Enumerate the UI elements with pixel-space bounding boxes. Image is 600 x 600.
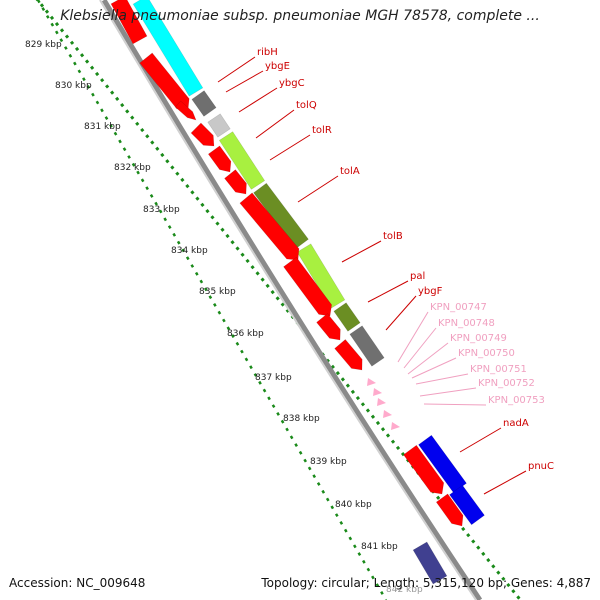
- gene-arrow: [207, 145, 232, 173]
- gene-label[interactable]: tolB: [383, 231, 403, 242]
- leader-line: [225, 70, 264, 93]
- tick-label: 831 kbp: [84, 122, 121, 132]
- tick-label: 842 kbp: [386, 585, 423, 595]
- leader-line: [269, 134, 311, 161]
- tick-label: 835 kbp: [199, 287, 236, 297]
- gene-label[interactable]: tolA: [340, 166, 360, 177]
- leader-line: [407, 342, 449, 375]
- cds-block: [191, 90, 217, 117]
- leader-line: [367, 280, 409, 303]
- tick-label: 840 kbp: [335, 500, 372, 510]
- leader-line: [255, 109, 295, 139]
- gene-label[interactable]: nadA: [503, 418, 529, 429]
- tick-label: 832 kbp: [114, 163, 151, 173]
- gene-arrow: [174, 100, 197, 121]
- tick-label: 837 kbp: [255, 373, 292, 383]
- gene-label[interactable]: KPN_00749: [450, 333, 507, 344]
- tick-labels: 829 kbp 830 kbp 831 kbp 832 kbp 833 kbp 834 k…: [25, 40, 423, 595]
- gene-arrow: [316, 313, 341, 341]
- hypothetical-gene: [377, 398, 386, 406]
- tick-label: 829 kbp: [25, 40, 62, 50]
- cds-block: [412, 541, 448, 585]
- gene-label[interactable]: KPN_00752: [478, 378, 535, 389]
- gene-label[interactable]: ribH: [257, 47, 278, 58]
- gene-label[interactable]: pnuC: [528, 461, 554, 472]
- tick-label: 841 kbp: [361, 542, 398, 552]
- gene-arrow: [190, 122, 215, 147]
- cds-block: [418, 434, 467, 494]
- scale-ring-outer: [35, 0, 523, 600]
- cds-block: [333, 302, 361, 332]
- cds-block: [132, 0, 204, 97]
- leader-line: [411, 357, 457, 379]
- gene-label[interactable]: KPN_00747: [430, 302, 487, 313]
- gene-arrow: [139, 52, 190, 111]
- gene-arrow: [239, 192, 300, 261]
- gene-arrow: [110, 0, 148, 45]
- leader-line: [403, 327, 437, 369]
- cds-block: [349, 325, 385, 367]
- label-leaders: [217, 56, 527, 495]
- tick-label: 833 kbp: [143, 205, 180, 215]
- gene-label[interactable]: KPN_00751: [470, 364, 527, 375]
- leader-line: [415, 373, 469, 385]
- gene-arrow: [403, 444, 445, 495]
- cds-block: [449, 484, 485, 526]
- gene-label[interactable]: KPN_00750: [458, 348, 515, 359]
- leader-line: [423, 403, 487, 406]
- cds-block: [207, 113, 231, 138]
- leader-line: [459, 427, 502, 453]
- hypothetical-gene: [383, 410, 392, 418]
- leader-line: [297, 175, 339, 203]
- tick-label: 836 kbp: [227, 329, 264, 339]
- topology-text: Topology: circular; Length: 5,315,120 bp…: [261, 576, 591, 590]
- cds-block: [218, 131, 266, 190]
- gene-label[interactable]: ybgC: [279, 78, 305, 89]
- map-title: Klebsiella pneumoniae subsp. pneumoniae …: [60, 8, 540, 24]
- gene-label[interactable]: tolR: [312, 125, 332, 136]
- gene-label[interactable]: KPN_00748: [438, 318, 495, 329]
- gene-arrow: [435, 493, 464, 527]
- gene-label[interactable]: tolQ: [296, 100, 317, 111]
- leader-line: [341, 240, 382, 263]
- leader-line: [238, 87, 278, 113]
- gene-label[interactable]: KPN_00753: [488, 395, 545, 406]
- tick-label: 838 kbp: [283, 414, 320, 424]
- genome-backbone: [101, 0, 483, 600]
- gene-features: [110, 0, 485, 585]
- leader-line: [419, 387, 477, 397]
- accession-text: Accession: NC_009648: [9, 576, 146, 590]
- scale-ticks-line: [36, 0, 388, 600]
- leader-line: [397, 311, 429, 363]
- leader-line: [217, 56, 256, 83]
- gene-arrow: [283, 256, 332, 317]
- genome-backbone-highlight: [99, 0, 477, 600]
- gene-arrow: [334, 339, 363, 371]
- hypothetical-gene: [373, 388, 382, 396]
- leader-line: [385, 295, 417, 331]
- leader-line: [483, 470, 527, 495]
- gene-labels: ribH ybgE ybgC tolQ tolR tolA tolB pal ybgF KPN_0…: [257, 47, 554, 472]
- gene-label[interactable]: ybgE: [265, 61, 290, 72]
- gene-arrow: [224, 169, 247, 195]
- tick-label: 830 kbp: [55, 81, 92, 91]
- tick-label: 834 kbp: [171, 246, 208, 256]
- gene-label[interactable]: pal: [410, 271, 425, 282]
- gene-label[interactable]: ybgF: [418, 286, 443, 297]
- tick-label: 839 kbp: [310, 457, 347, 467]
- hypothetical-gene: [391, 422, 400, 430]
- hypothetical-gene: [367, 378, 376, 386]
